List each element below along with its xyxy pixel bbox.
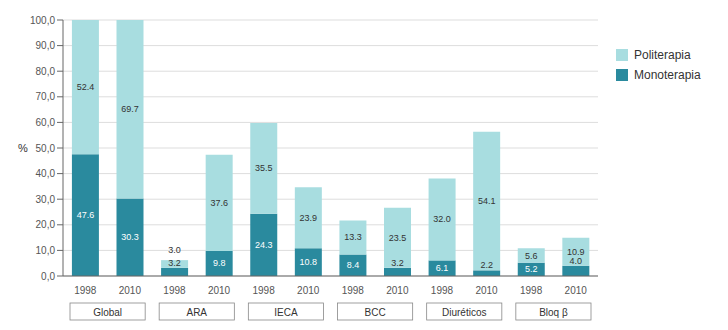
svg-text:80,0: 80,0 bbox=[36, 66, 56, 77]
svg-text:2010: 2010 bbox=[297, 285, 320, 296]
svg-text:BCC: BCC bbox=[365, 307, 386, 318]
svg-text:1998: 1998 bbox=[253, 285, 276, 296]
svg-text:1998: 1998 bbox=[520, 285, 543, 296]
svg-text:13.3: 13.3 bbox=[344, 232, 362, 242]
svg-text:90,0: 90,0 bbox=[36, 40, 56, 51]
svg-text:4.0: 4.0 bbox=[570, 256, 583, 266]
svg-text:Bloq β: Bloq β bbox=[539, 307, 568, 318]
svg-text:30.3: 30.3 bbox=[121, 232, 139, 242]
svg-text:30,0: 30,0 bbox=[36, 194, 56, 205]
html-text:Monoterapia: Monoterapia bbox=[634, 68, 701, 82]
svg-text:0,0: 0,0 bbox=[41, 271, 55, 282]
svg-text:50,0: 50,0 bbox=[36, 143, 56, 154]
svg-text:2.2: 2.2 bbox=[480, 260, 493, 270]
svg-text:8.4: 8.4 bbox=[347, 260, 360, 270]
svg-text:2010: 2010 bbox=[208, 285, 231, 296]
svg-text:5.6: 5.6 bbox=[525, 251, 538, 261]
svg-text:9.8: 9.8 bbox=[213, 258, 226, 268]
svg-text:Global: Global bbox=[93, 307, 122, 318]
svg-text:47.6: 47.6 bbox=[77, 210, 95, 220]
svg-text:37.6: 37.6 bbox=[210, 198, 228, 208]
svg-text:1998: 1998 bbox=[163, 285, 186, 296]
svg-text:2010: 2010 bbox=[475, 285, 498, 296]
svg-text:3.2: 3.2 bbox=[391, 258, 404, 268]
svg-text:3.2: 3.2 bbox=[168, 258, 181, 268]
svg-text:35.5: 35.5 bbox=[255, 163, 273, 173]
svg-text:3.0: 3.0 bbox=[168, 245, 181, 255]
svg-text:Diuréticos: Diuréticos bbox=[442, 307, 486, 318]
svg-text:IECA: IECA bbox=[274, 307, 298, 318]
svg-text:10,0: 10,0 bbox=[36, 245, 56, 256]
svg-text:60,0: 60,0 bbox=[36, 117, 56, 128]
svg-text:23.5: 23.5 bbox=[389, 233, 407, 243]
svg-text:1998: 1998 bbox=[431, 285, 454, 296]
svg-text:20,0: 20,0 bbox=[36, 219, 56, 230]
svg-text:69.7: 69.7 bbox=[121, 104, 139, 114]
svg-text:32.0: 32.0 bbox=[433, 214, 451, 224]
svg-text:5.2: 5.2 bbox=[525, 264, 538, 274]
svg-text:70,0: 70,0 bbox=[36, 91, 56, 102]
svg-text:24.3: 24.3 bbox=[255, 240, 273, 250]
svg-text:23.9: 23.9 bbox=[300, 213, 318, 223]
svg-text:1998: 1998 bbox=[342, 285, 365, 296]
svg-text:2010: 2010 bbox=[119, 285, 142, 296]
svg-text:%: % bbox=[18, 142, 28, 154]
svg-text:54.1: 54.1 bbox=[478, 196, 496, 206]
svg-text:100,0: 100,0 bbox=[30, 15, 55, 26]
svg-text:ARA: ARA bbox=[186, 307, 207, 318]
svg-text:10.9: 10.9 bbox=[567, 247, 585, 257]
html-text:Politerapia: Politerapia bbox=[634, 48, 691, 62]
svg-text:52.4: 52.4 bbox=[77, 82, 95, 92]
svg-text:2010: 2010 bbox=[386, 285, 409, 296]
svg-text:6.1: 6.1 bbox=[436, 263, 449, 273]
svg-text:1998: 1998 bbox=[74, 285, 97, 296]
svg-text:2010: 2010 bbox=[565, 285, 588, 296]
svg-text:10.8: 10.8 bbox=[300, 257, 318, 267]
svg-text:40,0: 40,0 bbox=[36, 168, 56, 179]
